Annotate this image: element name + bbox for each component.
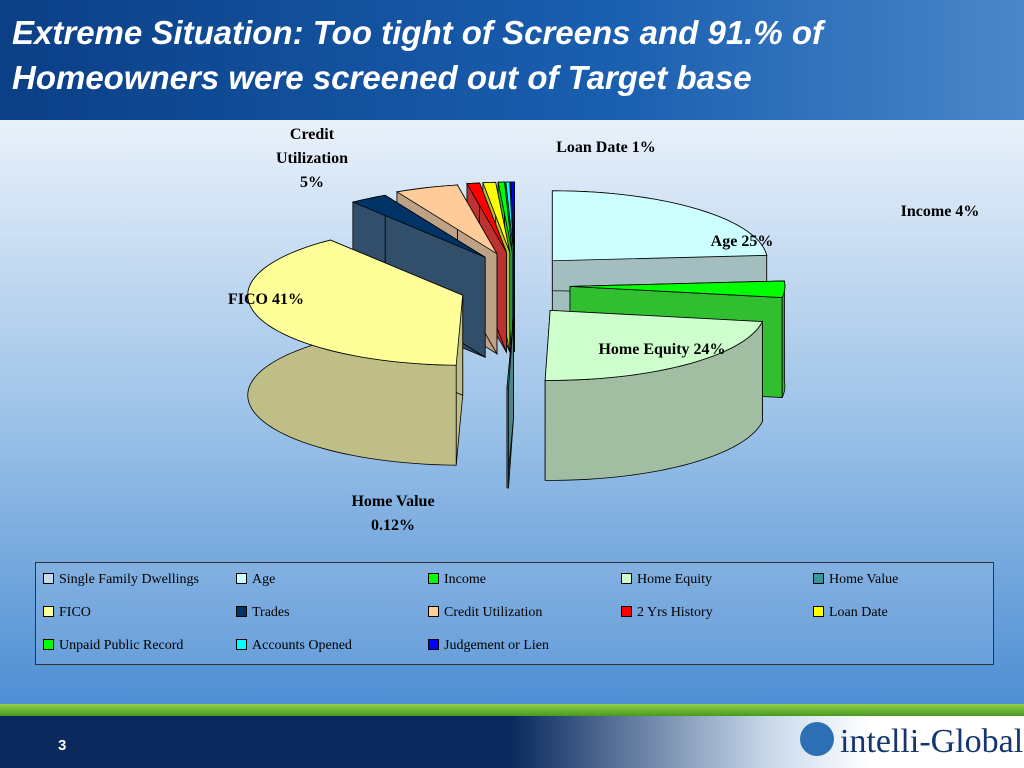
legend-swatch [428, 573, 439, 584]
page-number: 3 [58, 737, 67, 754]
data-label: Credit Utilization 5% [276, 126, 348, 191]
data-label: Loan Date 1% [556, 139, 656, 156]
pie-slice [544, 309, 764, 481]
legend-swatch [813, 606, 824, 617]
legend: Single Family Dwellings Age Income Home Equ… [35, 562, 994, 665]
slice-top [482, 181, 511, 253]
legend-item: Accounts Opened [236, 638, 352, 654]
legend-label: Single Family Dwellings [59, 572, 199, 587]
legend-label: Income [444, 572, 486, 587]
legend-swatch [428, 606, 439, 617]
legend-item: Age [236, 572, 275, 588]
slice-top [544, 309, 764, 381]
legend-swatch [621, 606, 632, 617]
slice-side [781, 280, 786, 398]
legend-swatch [236, 606, 247, 617]
data-label: Home Equity 24% [598, 341, 726, 358]
slice-top [569, 280, 786, 299]
slice-top [506, 317, 514, 389]
legend-swatch [236, 639, 247, 650]
pie-slice [506, 317, 514, 489]
data-label: FICO 41% [228, 291, 304, 308]
legend-label: Age [252, 572, 276, 587]
legend-label: Loan Date [829, 605, 888, 620]
legend-swatch [43, 606, 54, 617]
pie-slice [247, 239, 464, 466]
slice-side [506, 387, 509, 489]
data-label: Home Value 0.12% [351, 493, 435, 534]
slide-title: Extreme Situation: Too tight of Screens … [12, 14, 824, 96]
legend-label: Home Equity [637, 572, 713, 587]
logo: intelli-Global [800, 722, 1023, 761]
legend-item: FICO [43, 605, 91, 621]
legend-label: Unpaid Public Record [59, 638, 184, 653]
data-label: Age 25% [710, 233, 774, 250]
legend-swatch [621, 573, 632, 584]
slice-top [510, 181, 515, 253]
legend-item: Trades [236, 605, 290, 621]
legend-item: Loan Date [813, 605, 888, 621]
legend-swatch [813, 573, 824, 584]
legend-label: Credit Utilization [444, 605, 543, 620]
legend-item: Single Family Dwellings [43, 572, 199, 588]
pie-chart [247, 181, 786, 489]
legend-label: Home Value [829, 572, 899, 587]
legend-item: 2 Yrs History [621, 605, 713, 621]
legend-item: Credit Utilization [428, 605, 542, 621]
slice-top [351, 194, 486, 258]
legend-item: Judgement or Lien [428, 638, 549, 654]
slice-top [505, 181, 514, 253]
legend-swatch [43, 573, 54, 584]
legend-label: Judgement or Lien [444, 638, 549, 653]
data-label: Income 4% [900, 203, 980, 220]
legend-label: Trades [252, 605, 290, 620]
legend-label: Accounts Opened [252, 638, 352, 653]
slice-top [551, 190, 768, 262]
slice-top [497, 181, 513, 253]
slice-top [466, 182, 507, 253]
legend-item: Unpaid Public Record [43, 638, 183, 654]
slice-top [395, 184, 498, 255]
legend-swatch [43, 639, 54, 650]
legend-swatch [236, 573, 247, 584]
legend-item: Income [428, 572, 486, 588]
legend-swatch [428, 639, 439, 650]
legend-label: 2 Yrs History [637, 605, 713, 620]
slice-top [247, 239, 464, 366]
legend-label: FICO [59, 605, 91, 620]
legend-item: Home Equity [621, 572, 712, 588]
legend-item: Home Value [813, 572, 898, 588]
header-band [0, 0, 1024, 120]
footer-strip [0, 704, 1024, 716]
